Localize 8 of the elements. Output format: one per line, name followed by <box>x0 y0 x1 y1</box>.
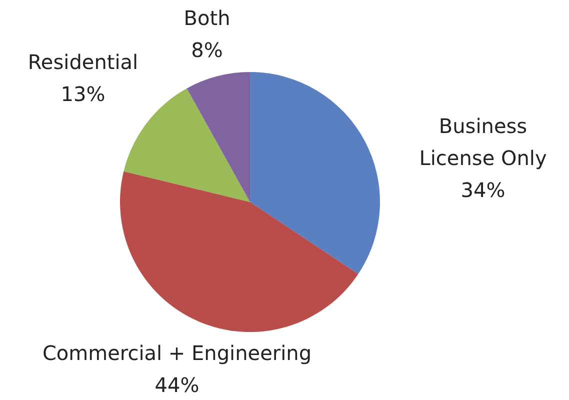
data-label: 44% <box>154 373 200 398</box>
data-label: 13% <box>60 82 106 106</box>
data-label: 34% <box>460 178 506 202</box>
slice-label: Residential <box>28 50 138 74</box>
slice-label: Both <box>184 6 230 30</box>
slice-label: Business License Only <box>419 114 547 170</box>
slice-label: Commercial + Engineering <box>42 341 312 366</box>
data-label: 8% <box>191 38 223 62</box>
